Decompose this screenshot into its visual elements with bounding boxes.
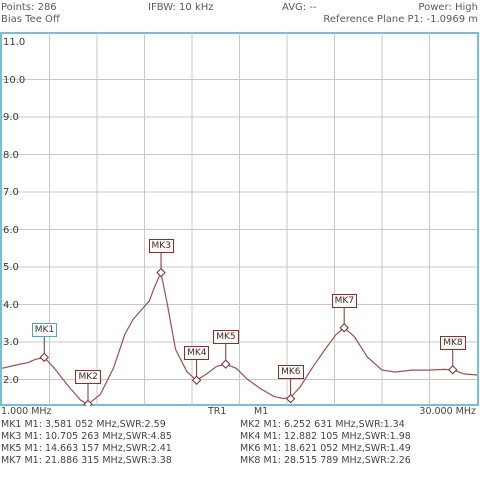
marker-diamond-mk8[interactable] bbox=[448, 365, 458, 375]
marker-readout-mk1: MK1 M1: 3.581 052 MHz,SWR:2.59 bbox=[1, 419, 166, 430]
readout-row-4: MK7 M1: 21.886 315 MHz,SWR:3.38 MK8 M1: … bbox=[0, 455, 480, 467]
marker-readout-mk6: MK6 M1: 18.621 052 MHz,SWR:1.49 bbox=[240, 443, 411, 454]
readout-row-2: MK3 M1: 10.705 263 MHz,SWR:4.85 MK4 M1: … bbox=[0, 431, 480, 443]
marker-label-mk4[interactable]: MK4 bbox=[184, 346, 210, 361]
marker-readout-mk3: MK3 M1: 10.705 263 MHz,SWR:4.85 bbox=[1, 431, 172, 442]
y-tick-label: 6.0 bbox=[3, 224, 19, 236]
y-tick-label: 4.0 bbox=[3, 299, 19, 311]
status-bar-top: Points: 286 IFBW: 10 kHz AVG: -- Power: … bbox=[0, 2, 480, 14]
marker-diamond-mk5[interactable] bbox=[221, 359, 231, 369]
marker-label-mk5[interactable]: MK5 bbox=[213, 330, 239, 345]
y-tick-label: 9.0 bbox=[3, 112, 19, 123]
marker-label-mk8[interactable]: MK8 bbox=[440, 335, 466, 350]
y-tick-label: 8.0 bbox=[3, 149, 19, 161]
marker-diamond-mk7[interactable] bbox=[339, 323, 349, 333]
marker-diamond-mk3[interactable] bbox=[156, 267, 166, 278]
plot-grid bbox=[2, 33, 477, 405]
marker-readout-mk5: MK5 M1: 14.663 157 MHz,SWR:2.41 bbox=[1, 443, 172, 454]
marker-layer bbox=[39, 251, 458, 406]
marker-label-mk1[interactable]: MK1 bbox=[31, 323, 58, 338]
marker-label-mk3[interactable]: MK3 bbox=[148, 238, 174, 253]
x-axis-row: 1.000 MHz TR1 M1 30.000 MHz bbox=[0, 406, 480, 418]
x-stop-label: 30.000 MHz bbox=[419, 406, 476, 417]
marker-diamond-mk4[interactable] bbox=[191, 375, 202, 385]
y-tick-label: 11.0 bbox=[3, 37, 26, 48]
points-readout: Points: 286 bbox=[1, 2, 57, 13]
swr-plot[interactable] bbox=[0, 32, 480, 406]
marker-readout-mk7: MK7 M1: 21.886 315 MHz,SWR:3.38 bbox=[1, 455, 172, 466]
marker-label-mk7[interactable]: MK7 bbox=[331, 293, 358, 308]
marker-readout-mk4: MK4 M1: 12.882 105 MHz,SWR:1.98 bbox=[240, 431, 411, 442]
ifbw-readout: IFBW: 10 kHz bbox=[148, 2, 214, 13]
power-readout: Power: High bbox=[418, 2, 478, 13]
marker-label-mk6[interactable]: MK6 bbox=[278, 364, 304, 379]
readout-row-3: MK5 M1: 14.663 157 MHz,SWR:2.41 MK6 M1: … bbox=[0, 443, 480, 455]
marker-diamond-mk2[interactable] bbox=[83, 399, 93, 406]
trace-label[interactable]: TR1 bbox=[208, 406, 227, 417]
y-tick-label: 7.0 bbox=[3, 187, 19, 198]
x-start-label: 1.000 MHz bbox=[1, 406, 52, 417]
bias-tee-readout: Bias Tee Off bbox=[1, 14, 60, 25]
y-tick-label: 2.0 bbox=[3, 374, 19, 386]
marker-diamond-mk1[interactable] bbox=[39, 352, 49, 363]
status-bar-second: Bias Tee Off Reference Plane P1: -1.0969… bbox=[0, 14, 480, 26]
measurement-label[interactable]: M1 bbox=[254, 406, 269, 417]
marker-label-mk2[interactable]: MK2 bbox=[75, 370, 101, 385]
marker-readout-mk2: MK2 M1: 6.252 631 MHz,SWR:1.34 bbox=[240, 419, 405, 430]
y-tick-label: 5.0 bbox=[3, 262, 19, 273]
readout-row-1: MK1 M1: 3.581 052 MHz,SWR:2.59 MK2 M1: 6… bbox=[0, 419, 480, 431]
y-tick-label: 10.0 bbox=[3, 74, 26, 86]
y-tick-label: 3.0 bbox=[3, 337, 19, 348]
marker-readout-mk8: MK8 M1: 28.515 789 MHz,SWR:2.26 bbox=[240, 455, 411, 466]
averaging-readout: AVG: -- bbox=[282, 2, 317, 13]
reference-plane-readout: Reference Plane P1: -1.0969 m bbox=[323, 14, 478, 25]
swr-trace-line bbox=[1, 270, 478, 406]
marker-diamond-mk6[interactable] bbox=[285, 393, 296, 404]
